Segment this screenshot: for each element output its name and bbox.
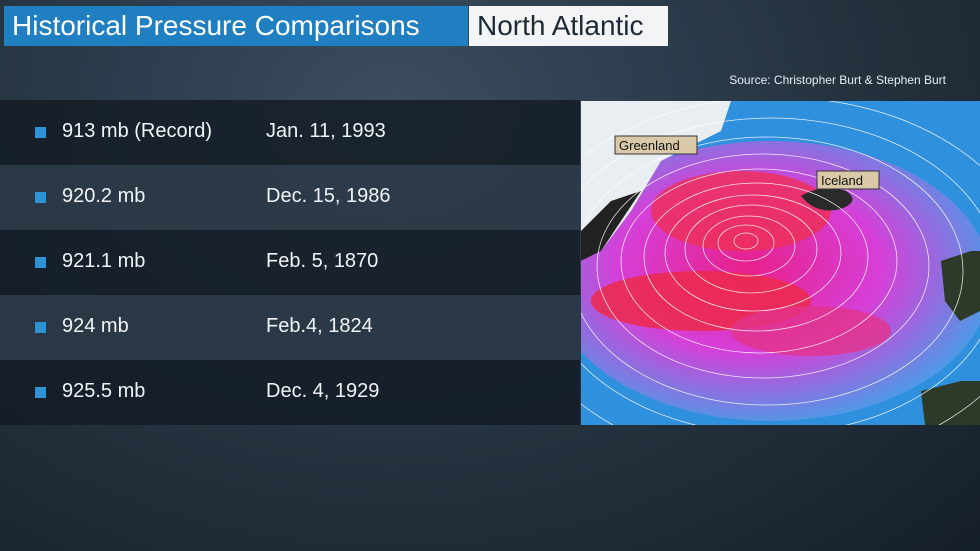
table-row: 921.1 mb Feb. 5, 1870 xyxy=(0,230,580,295)
table-row: 925.5 mb Dec. 4, 1929 xyxy=(0,360,580,425)
bullet xyxy=(35,192,46,203)
region-tag: North Atlantic xyxy=(469,6,668,46)
wind-core xyxy=(651,171,831,251)
date: Dec. 4, 1929 xyxy=(266,380,380,402)
date: Feb. 5, 1870 xyxy=(266,250,379,272)
bullet xyxy=(35,387,46,398)
pressure: 920.2 mb xyxy=(62,185,146,207)
wind-core xyxy=(731,306,891,356)
coast xyxy=(581,191,641,261)
map-label: Greenland xyxy=(619,138,680,153)
label-box xyxy=(614,135,698,155)
isobars xyxy=(581,101,980,425)
pressure-table: 913 mb (Record) Jan. 11, 1993 920.2 mb Dec.… xyxy=(0,100,580,425)
label-box xyxy=(816,170,880,190)
bullet xyxy=(35,322,46,333)
table-row: 913 mb (Record) Jan. 11, 1993 xyxy=(0,100,580,165)
table-row: 920.2 mb Dec. 15, 1986 xyxy=(0,165,580,230)
europe xyxy=(921,251,980,425)
bullet xyxy=(35,127,46,138)
map-label: Iceland xyxy=(821,173,863,188)
date: Dec. 15, 1986 xyxy=(266,185,391,207)
date: Jan. 11, 1993 xyxy=(266,120,386,142)
table-row: 924 mb Feb.4, 1824 xyxy=(0,295,580,360)
title: Historical Pressure Comparisons xyxy=(4,6,468,46)
pressure-map: Greenland Iceland xyxy=(581,101,980,425)
source: Source: Christopher Burt & Stephen Burt xyxy=(729,73,946,87)
bullet xyxy=(35,257,46,268)
pressure: 925.5 mb xyxy=(62,380,146,402)
pressure: 913 mb (Record) xyxy=(62,120,213,142)
pressure: 924 mb xyxy=(62,315,129,337)
pressure: 921.1 mb xyxy=(62,250,146,272)
date: Feb.4, 1824 xyxy=(266,315,373,337)
